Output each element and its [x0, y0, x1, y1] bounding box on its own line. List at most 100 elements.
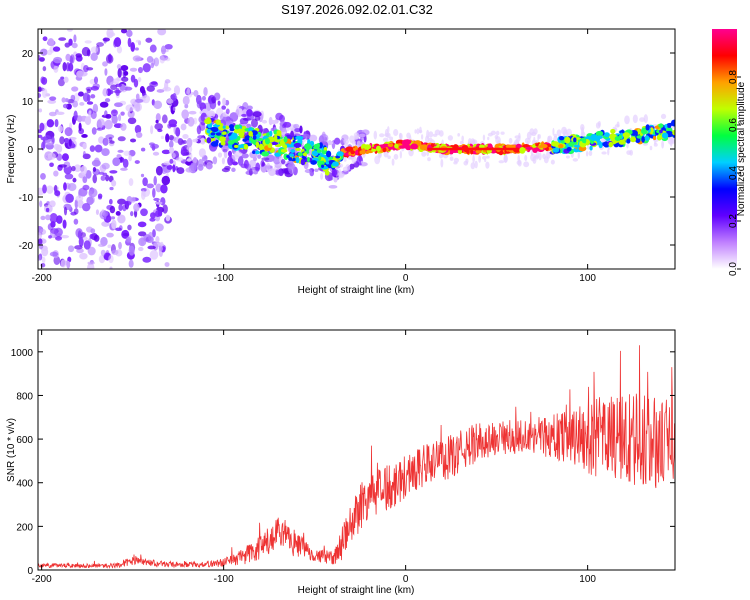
spectrogram-ridge-point — [215, 132, 222, 136]
spectrogram-blob — [268, 119, 278, 125]
spectrogram-ridge-point — [258, 143, 264, 151]
spectrogram-blob — [373, 130, 378, 140]
spectrogram-blob — [149, 212, 156, 219]
spectrogram-ridge-point — [280, 148, 288, 153]
y-tick-label: 0 — [27, 145, 33, 156]
spectrogram-blob — [79, 102, 85, 106]
y-tick-label: -10 — [19, 193, 34, 204]
spectrogram-blob — [309, 134, 318, 142]
spectrogram-blob — [133, 102, 142, 112]
spectrogram-blob — [112, 157, 121, 167]
spectrogram-blob — [147, 245, 156, 250]
spectrogram-blob — [201, 95, 206, 101]
spectrogram-blob — [111, 179, 117, 187]
spectrogram-blob — [616, 121, 620, 127]
spectrogram-blob — [487, 136, 490, 141]
spectrogram-blob — [246, 109, 253, 117]
spectrogram-blob — [482, 134, 486, 141]
spectrogram-blob — [38, 238, 43, 245]
spectrogram-blob — [175, 127, 181, 137]
spectrogram-blob — [547, 135, 551, 144]
snr-y-label: SNR (10 * v/v) — [6, 418, 17, 482]
spectrogram-blob — [360, 160, 364, 164]
spectrogram-blob — [164, 57, 171, 62]
spectrogram-ridge-point — [288, 157, 293, 161]
spectrogram-blob — [145, 37, 153, 43]
spectrogram-blob — [176, 167, 185, 175]
spectrogram-blob — [149, 217, 156, 222]
spectrogram-blob — [142, 94, 151, 104]
spectrogram-ridge-point — [233, 128, 242, 134]
spectrogram-blob — [127, 109, 135, 119]
spectrogram-blob — [660, 113, 667, 120]
spectrogram-blob — [383, 150, 389, 158]
spectrogram-ridge-point — [539, 143, 548, 149]
spectrogram-blob — [111, 219, 117, 230]
spectrogram-blob — [459, 140, 464, 145]
spectrogram-blob — [128, 259, 134, 268]
spectrogram-blob — [55, 111, 65, 115]
spectrogram-ridge-point — [622, 132, 631, 138]
spectrogram-blob — [96, 127, 104, 131]
spectrogram-blob — [486, 155, 490, 159]
spectrogram-blob — [565, 155, 571, 159]
spectrogram-ridge-point — [220, 141, 226, 146]
spectrogram-blob — [572, 158, 579, 162]
spectrogram-blob — [235, 109, 240, 116]
spectrogram-blob — [669, 138, 673, 147]
spectrogram-blob — [38, 129, 42, 134]
spectrogram-ridge-point — [398, 145, 406, 149]
spectrogram-blob — [206, 162, 213, 170]
spectrogram-blob — [62, 62, 67, 72]
spectrogram-blob — [146, 183, 154, 189]
spectrogram-blob — [153, 100, 163, 110]
spectrogram-blob — [38, 86, 42, 93]
spectrogram-blob — [498, 160, 505, 164]
spectrogram-blob — [265, 165, 273, 169]
spectrogram-blob — [481, 155, 487, 160]
spectrogram-blob — [47, 99, 57, 104]
spectrogram-blob — [319, 133, 329, 143]
spectrogram-blob — [113, 37, 122, 48]
spectrogram-ridge-point — [475, 149, 482, 154]
spectrogram-blob — [138, 246, 144, 252]
spectrogram-ridge-point — [394, 143, 399, 149]
spectrogram-blob — [474, 160, 478, 169]
spectrogram-blob — [140, 208, 148, 217]
spectrogram-blob — [182, 140, 187, 144]
spectrogram-blob — [46, 185, 54, 194]
spectrogram-ridge-point — [227, 140, 235, 145]
spectrogram-blob — [38, 255, 42, 261]
spectrogram-blob — [626, 142, 629, 149]
spectrogram-blob — [389, 136, 394, 141]
spectrogram-blob — [164, 43, 173, 50]
spectrogram-blob — [556, 129, 562, 137]
spectrogram-blob — [149, 250, 159, 260]
spectrogram-blob — [414, 129, 417, 134]
spectrogram-blob — [153, 197, 160, 202]
spectrogram-blob — [161, 149, 171, 155]
spectrogram-blob — [237, 155, 244, 166]
spectrogram-ridge-point — [670, 119, 675, 127]
spectrogram-blob — [241, 113, 247, 117]
spectrogram-blob — [109, 205, 116, 214]
spectrogram-blob — [299, 125, 303, 134]
spectrogram-blob — [172, 164, 176, 173]
spectrogram-blob — [328, 177, 333, 181]
spectrogram-ridge-point — [290, 149, 296, 153]
spectrogram-blob — [563, 131, 569, 138]
spectrogram-blob — [138, 237, 147, 247]
spectrogram-blob — [88, 188, 98, 198]
spectrogram-blob — [173, 85, 181, 96]
spectrogram-ridge-point — [215, 119, 221, 125]
spectrogram-blob — [118, 241, 122, 250]
spectrogram-blob — [53, 170, 59, 177]
spectrogram-blob — [123, 150, 131, 156]
spectrogram-blob — [188, 110, 197, 115]
spectrogram-ridge-point — [573, 137, 577, 143]
spectrogram-blob — [63, 182, 67, 191]
spectrogram-blob — [257, 124, 263, 135]
spectrogram-blob — [172, 152, 176, 159]
spectrogram-blob — [160, 135, 165, 140]
spectrogram-ridge-point — [261, 151, 270, 157]
